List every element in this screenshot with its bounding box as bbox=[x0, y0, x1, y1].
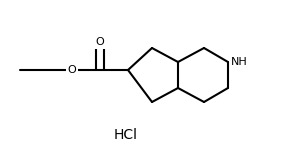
Text: NH: NH bbox=[231, 57, 247, 67]
Text: O: O bbox=[96, 37, 104, 47]
Text: HCl: HCl bbox=[114, 128, 138, 142]
Text: O: O bbox=[68, 65, 76, 75]
